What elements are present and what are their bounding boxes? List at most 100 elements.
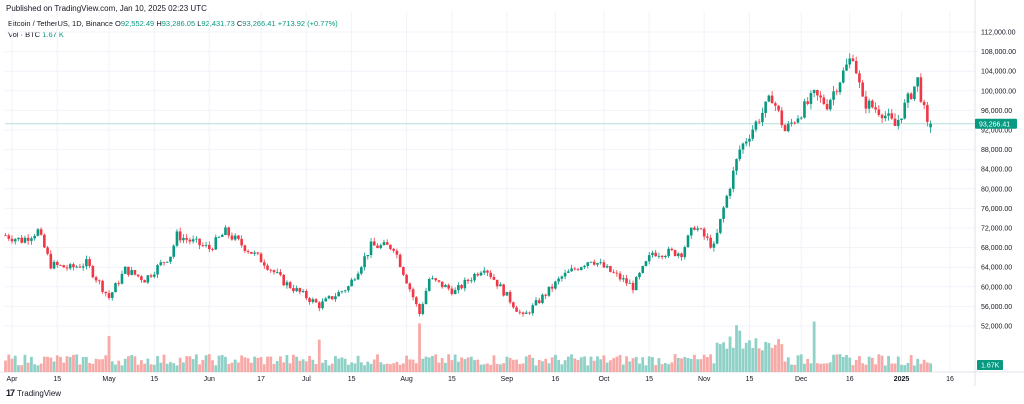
volume-bar [424, 356, 428, 372]
volume-bar [854, 359, 858, 372]
candle-body [845, 64, 848, 71]
volume-bar [861, 363, 865, 372]
candle-body [570, 268, 573, 272]
candle-body [735, 159, 738, 171]
candle-body [816, 90, 819, 96]
candle-body [631, 282, 635, 291]
candle-body [825, 103, 829, 110]
volume-bar [741, 348, 745, 372]
volume-bar [764, 341, 768, 372]
volume-bar [563, 360, 567, 372]
high-value: 93,286.05 [161, 19, 196, 28]
volume-bar [644, 365, 648, 372]
x-tick-label: 16 [946, 376, 954, 383]
volume-bar [395, 361, 399, 372]
candle-body [521, 312, 525, 314]
candle-body [777, 105, 780, 111]
candle-body [321, 301, 324, 309]
candle-body [916, 77, 919, 87]
volume-bar [444, 362, 447, 372]
candle-body [583, 265, 586, 268]
volume-bar [505, 356, 509, 372]
volume-bar [657, 358, 661, 372]
candle-body [4, 235, 7, 237]
candle-body [356, 273, 360, 280]
candle-body [78, 266, 82, 268]
candle-body [334, 296, 337, 300]
volume-bar [528, 354, 531, 372]
volume-bar [832, 354, 835, 372]
volume-bar [369, 363, 373, 372]
volume-bar [136, 364, 140, 372]
candle-body [589, 261, 593, 263]
open-label: O [115, 19, 121, 28]
volume-bar [110, 361, 114, 372]
volume-bar [460, 357, 463, 372]
volume-bar [133, 356, 137, 372]
candle-body [72, 264, 75, 268]
candle-body [101, 280, 104, 292]
candle-body [702, 228, 706, 237]
volume-bar [240, 355, 244, 372]
volume-bar [42, 356, 46, 372]
volume-bar [62, 362, 66, 372]
candle-body [832, 91, 835, 100]
candle-body [317, 302, 321, 309]
candle-body [178, 231, 182, 241]
volume-bar [777, 339, 780, 372]
candle-body [13, 239, 17, 242]
candle-body [185, 238, 188, 240]
candle-body [182, 238, 185, 241]
volume-bar [874, 364, 878, 372]
volume-bar [330, 363, 334, 372]
candle-body [579, 267, 583, 271]
volume-bar [812, 321, 816, 372]
candle-body [292, 288, 295, 292]
volume-bar [767, 342, 771, 372]
candle-body [30, 238, 33, 241]
volume-bar [55, 355, 59, 372]
volume-bar [476, 359, 480, 372]
candle-body [476, 273, 480, 276]
close-label: C [236, 19, 243, 28]
candle-body [424, 290, 428, 305]
volume-bar [217, 355, 221, 372]
candle-body [427, 278, 431, 291]
volume-bar [292, 354, 295, 372]
volume-bar [418, 323, 421, 372]
candle-body [534, 300, 538, 306]
candle-body [573, 268, 577, 270]
volume-bar [376, 354, 379, 372]
volume-bar [30, 356, 33, 372]
volume-bar [838, 354, 842, 372]
candle-body [634, 277, 638, 291]
candle-body [440, 281, 444, 288]
volume-bar [796, 355, 800, 372]
candle-body [195, 238, 198, 240]
volume-bar [670, 362, 674, 372]
x-tick-label: 15 [645, 376, 653, 383]
x-tick-label: Oct [598, 376, 609, 383]
y-tick-label: 88,000.00 [981, 147, 1012, 154]
volume-bar [159, 362, 163, 372]
volume-bar [233, 359, 237, 372]
volume-bar [256, 357, 260, 372]
close-value: 93,266.41 [242, 19, 276, 28]
candle-body [389, 244, 392, 249]
volume-bar [359, 362, 363, 372]
candle-body [683, 247, 687, 258]
volume-bar [75, 354, 79, 372]
volume-bar [608, 360, 612, 372]
y-tick-label: 84,000.00 [981, 167, 1012, 174]
volume-bar [152, 364, 156, 372]
volume-bar [621, 364, 625, 372]
volume-bar [887, 355, 890, 372]
volume-bar [712, 363, 716, 372]
volume-bar [757, 348, 761, 372]
x-tick-label: Jun [204, 376, 215, 383]
volume-bar [473, 360, 476, 372]
volume-bar [492, 355, 496, 372]
candle-body [744, 141, 748, 144]
candle-body [544, 294, 547, 296]
